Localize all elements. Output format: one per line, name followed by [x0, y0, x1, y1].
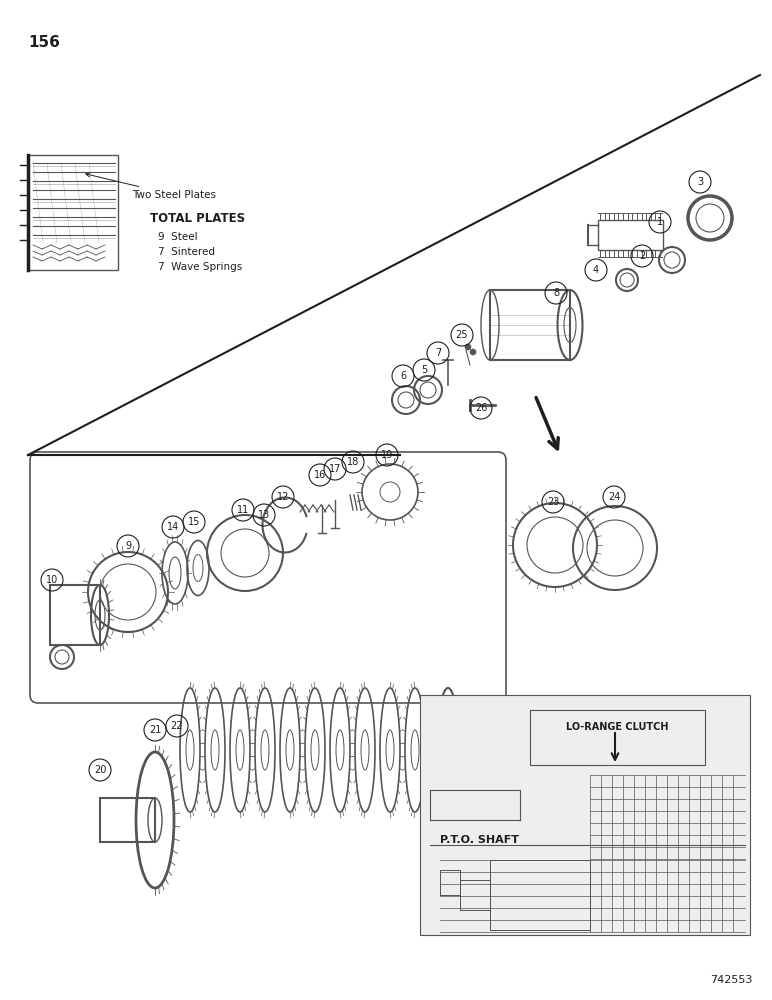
Text: Two Steel Plates: Two Steel Plates: [86, 173, 216, 200]
Text: 17: 17: [329, 464, 341, 474]
Text: 11: 11: [237, 505, 249, 515]
Bar: [420, 695, 750, 935]
Text: 22: 22: [171, 721, 183, 731]
Text: 5: 5: [421, 365, 427, 375]
Text: 15: 15: [188, 517, 200, 527]
Text: 742553: 742553: [710, 975, 753, 985]
Text: 25: 25: [455, 330, 469, 340]
Circle shape: [470, 349, 476, 355]
Text: 2: 2: [639, 251, 645, 261]
Text: 23: 23: [547, 497, 559, 507]
Bar: [490, 290, 570, 360]
Text: LO-RANGE CLUTCH: LO-RANGE CLUTCH: [566, 722, 669, 732]
Bar: [598, 220, 663, 250]
Text: 14: 14: [167, 522, 179, 532]
Bar: [50, 585, 100, 645]
Text: 19: 19: [381, 450, 393, 460]
Text: 7  Sintered: 7 Sintered: [158, 247, 215, 257]
Text: 24: 24: [608, 492, 620, 502]
Text: P.T.O. SHAFT: P.T.O. SHAFT: [441, 835, 520, 845]
Text: 6: 6: [400, 371, 406, 381]
Text: 21: 21: [149, 725, 161, 735]
Text: 16: 16: [314, 470, 326, 480]
Text: 20: 20: [94, 765, 107, 775]
Text: 9: 9: [125, 541, 131, 551]
Bar: [28, 155, 118, 270]
Text: 8: 8: [553, 288, 559, 298]
Text: 7  Wave Springs: 7 Wave Springs: [158, 262, 242, 272]
Text: 1: 1: [657, 217, 663, 227]
Text: 12: 12: [277, 492, 290, 502]
Text: 3: 3: [697, 177, 703, 187]
Text: 26: 26: [475, 403, 487, 413]
Text: 7: 7: [435, 348, 441, 358]
Text: 18: 18: [347, 457, 359, 467]
Text: 10: 10: [46, 575, 58, 585]
Bar: [100, 798, 155, 842]
Text: 4: 4: [593, 265, 599, 275]
Text: 9  Steel: 9 Steel: [158, 232, 198, 242]
Text: 156: 156: [28, 35, 60, 50]
Text: 13: 13: [258, 510, 270, 520]
Text: TOTAL PLATES: TOTAL PLATES: [150, 212, 245, 225]
Bar: [530, 710, 705, 765]
Circle shape: [465, 344, 471, 350]
